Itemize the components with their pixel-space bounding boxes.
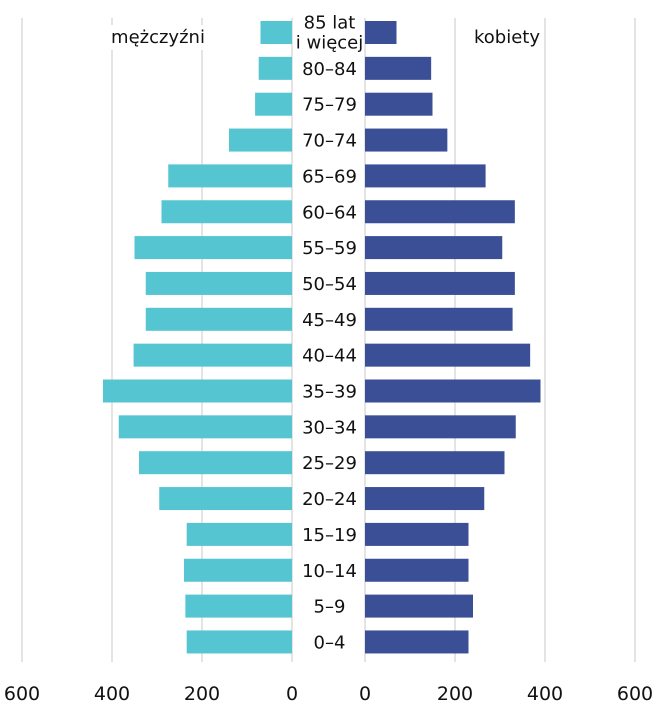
bar-male-15	[184, 558, 292, 582]
bar-male-16	[185, 594, 292, 618]
bar-female-15	[365, 558, 469, 582]
category-label-7: 50–54	[302, 274, 357, 295]
bar-female-3	[365, 128, 448, 152]
category-label-6: 55–59	[302, 238, 357, 259]
bar-female-14	[365, 522, 469, 546]
male-bars	[103, 21, 292, 654]
bar-female-13	[365, 487, 485, 511]
category-label-15: 10–14	[302, 561, 357, 582]
category-label-4: 65–69	[302, 166, 357, 187]
bar-female-11	[365, 415, 516, 439]
bar-female-5	[365, 200, 515, 224]
category-label-17: 0–4	[314, 632, 346, 653]
bar-male-6	[134, 236, 292, 260]
tick-left-600: 600	[4, 683, 40, 704]
category-label-12: 25–29	[302, 453, 357, 474]
bar-female-2	[365, 92, 433, 116]
bar-male-10	[103, 379, 292, 403]
bar-female-12	[365, 451, 505, 475]
bar-female-9	[365, 343, 531, 367]
category-label-16: 5–9	[314, 597, 346, 618]
category-label-11: 30–34	[302, 417, 357, 438]
bar-female-16	[365, 594, 473, 618]
x-axis-tick-labels: 600 400 200 0 0 200 400 600	[4, 683, 653, 704]
bar-female-4	[365, 164, 486, 188]
bar-male-5	[161, 200, 292, 224]
category-label-14: 15–19	[302, 525, 357, 546]
bar-female-10	[365, 379, 541, 403]
bar-male-4	[168, 164, 292, 188]
tick-right-400: 400	[527, 683, 563, 704]
bar-female-1	[365, 56, 432, 80]
category-label-0: 85 lat i więcej	[296, 13, 364, 54]
bar-male-17	[186, 630, 292, 654]
tick-right-0: 0	[359, 683, 371, 704]
category-label-2: 75–79	[302, 95, 357, 116]
bar-male-8	[145, 307, 292, 331]
category-label-13: 20–24	[302, 489, 357, 510]
bar-male-14	[186, 522, 292, 546]
bar-male-13	[159, 487, 292, 511]
category-label-3: 70–74	[302, 131, 357, 152]
age-group-labels: 85 lat i więcej 80–84 75–79 70–74 65–69 60–64 5…	[296, 13, 364, 654]
bar-male-1	[258, 56, 292, 80]
bar-male-2	[255, 92, 292, 116]
bar-female-8	[365, 307, 513, 331]
category-label-9: 40–44	[302, 346, 357, 367]
tick-right-600: 600	[617, 683, 653, 704]
legend-left-background	[107, 25, 209, 50]
tick-right-200: 200	[437, 683, 473, 704]
category-label-10: 35–39	[302, 382, 357, 403]
category-label-5: 60–64	[302, 202, 357, 223]
tick-left-0: 0	[286, 683, 298, 704]
bar-male-12	[139, 451, 292, 475]
bar-male-9	[133, 343, 292, 367]
bar-female-17	[365, 630, 469, 654]
grid-lines	[21, 18, 636, 662]
tick-left-200: 200	[184, 683, 220, 704]
category-label-8: 45–49	[302, 310, 357, 331]
bar-female-7	[365, 271, 515, 295]
bar-male-3	[229, 128, 292, 152]
legend-female: kobiety	[474, 27, 540, 48]
bar-male-7	[145, 271, 292, 295]
female-bars	[365, 21, 541, 654]
legend-male: mężczyźni	[111, 27, 205, 48]
legend-right-background	[469, 25, 545, 50]
tick-left-400: 400	[94, 683, 130, 704]
bar-male-0	[260, 21, 292, 44]
bar-male-11	[118, 415, 292, 439]
category-label-1: 80–84	[302, 59, 357, 80]
bar-female-0	[365, 21, 397, 44]
bar-female-6	[365, 236, 503, 260]
